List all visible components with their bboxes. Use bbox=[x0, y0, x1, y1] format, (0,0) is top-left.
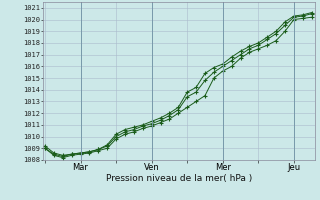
X-axis label: Pression niveau de la mer( hPa ): Pression niveau de la mer( hPa ) bbox=[106, 174, 252, 183]
